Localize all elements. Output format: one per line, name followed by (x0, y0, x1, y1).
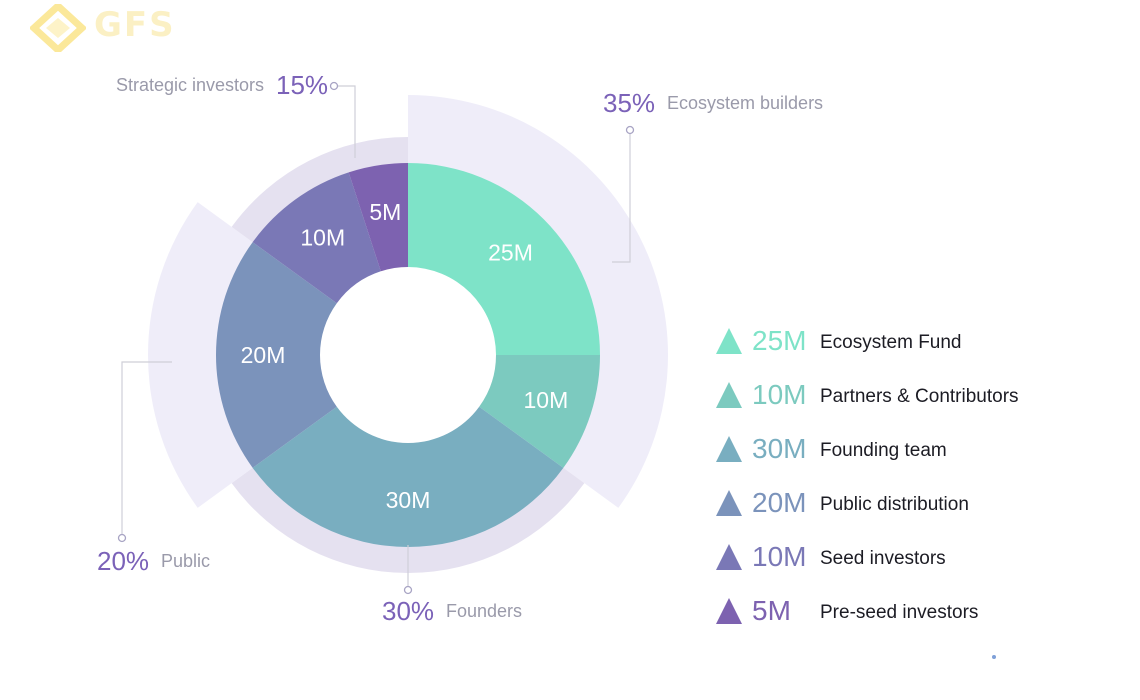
slice-label-3: 20M (241, 342, 286, 368)
slice-label-5: 5M (369, 199, 401, 225)
group-name-founders: Founders (446, 601, 522, 621)
legend-value: 25M (752, 325, 807, 356)
legend-value: 10M (752, 379, 807, 410)
legend-value: 5M (752, 595, 791, 626)
group-percent-ecosystem-builders: 35% (603, 88, 655, 118)
slice-2 (252, 406, 564, 547)
group-name-ecosystem-builders: Ecosystem builders (667, 93, 823, 113)
slice-label-2: 30M (386, 487, 431, 513)
triangle-icon (716, 544, 742, 570)
slice-5 (348, 163, 408, 272)
legend-label: Ecosystem Fund (820, 332, 962, 353)
slice-0 (408, 163, 600, 355)
triangle-icon (716, 328, 742, 354)
group-name-strategic-investors: Strategic investors (116, 75, 264, 95)
group-arc-ecosystem-builders (408, 95, 668, 508)
legend-item: 5M Pre-seed investors (714, 588, 1134, 628)
legend-label: Seed investors (820, 548, 946, 569)
slice-4 (252, 172, 381, 304)
legend-value: 10M (752, 541, 807, 572)
decorative-dot (992, 655, 996, 659)
leader-line-3 (337, 85, 356, 158)
slice-1 (479, 355, 600, 468)
legend-item: 20M Public distribution (714, 480, 1134, 520)
group-percent-public: 20% (97, 546, 149, 576)
triangle-icon (716, 382, 742, 408)
leader-line-0 (612, 132, 631, 263)
leader-dot-2 (117, 533, 127, 543)
group-percent-founders: 30% (382, 596, 434, 626)
legend-label: Founding team (820, 440, 947, 461)
slice-label-1: 10M (524, 387, 569, 413)
legend-item: 25M Ecosystem Fund (714, 318, 1134, 358)
logo-text: GFS (94, 5, 176, 45)
leader-dot-1 (403, 585, 413, 595)
gfs-logo-icon (30, 4, 86, 52)
triangle-icon (716, 598, 742, 624)
group-percent-strategic-investors: 15% (276, 70, 328, 100)
group-arc-founders (231, 466, 585, 573)
triangle-icon (716, 436, 742, 462)
group-arc-public (148, 202, 255, 508)
legend-item: 10M Partners & Contributors (714, 372, 1134, 412)
slice-3 (216, 242, 337, 468)
legend-value: 20M (752, 487, 807, 518)
legend-label: Pre-seed investors (820, 602, 979, 623)
legend-item: 30M Founding team (714, 426, 1134, 466)
legend-label: Partners & Contributors (820, 386, 1019, 407)
gfs-logo: GFS (30, 4, 176, 52)
legend-value: 30M (752, 433, 807, 464)
slice-label-0: 25M (488, 239, 533, 265)
triangle-icon (716, 490, 742, 516)
legend-label: Public distribution (820, 494, 969, 515)
leader-dot-0 (625, 125, 635, 135)
leader-dot-3 (329, 81, 339, 91)
leader-line-2 (121, 361, 172, 536)
group-name-public: Public (161, 551, 210, 571)
slice-label-4: 10M (300, 225, 345, 251)
legend-item: 10M Seed investors (714, 534, 1134, 574)
